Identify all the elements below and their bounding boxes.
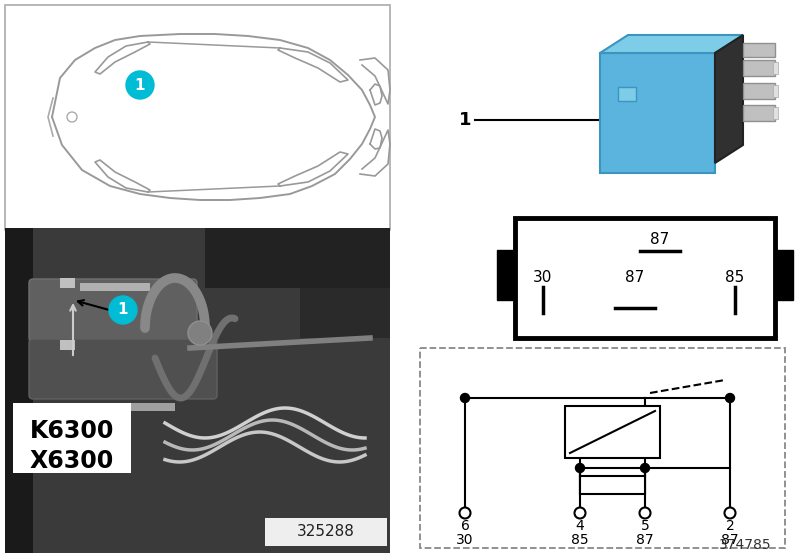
Bar — [743, 83, 775, 99]
Circle shape — [725, 507, 735, 519]
Text: 2: 2 — [726, 519, 734, 533]
Circle shape — [126, 71, 154, 99]
Bar — [515, 218, 775, 338]
Bar — [743, 105, 775, 121]
Circle shape — [461, 394, 470, 403]
Bar — [60, 340, 75, 350]
Bar — [618, 87, 636, 101]
Polygon shape — [715, 35, 743, 163]
Bar — [497, 250, 515, 300]
Bar — [5, 228, 33, 553]
Text: 87: 87 — [626, 269, 645, 284]
FancyBboxPatch shape — [29, 339, 217, 399]
Bar — [775, 250, 793, 300]
Text: 1: 1 — [134, 77, 146, 92]
Text: 374785: 374785 — [719, 538, 772, 552]
Circle shape — [459, 507, 470, 519]
Bar — [205, 228, 390, 288]
Bar — [5, 5, 390, 230]
Bar — [743, 60, 775, 76]
Bar — [420, 348, 785, 548]
Bar — [80, 283, 150, 291]
Bar — [400, 5, 790, 215]
Text: K6300: K6300 — [30, 419, 114, 443]
Text: 85: 85 — [726, 269, 745, 284]
Circle shape — [575, 464, 585, 473]
Bar — [773, 62, 778, 74]
Bar — [773, 85, 778, 97]
Bar — [773, 107, 778, 119]
Text: 6: 6 — [461, 519, 470, 533]
Text: 87: 87 — [721, 533, 739, 547]
Circle shape — [188, 321, 212, 345]
Bar — [580, 476, 645, 494]
Circle shape — [109, 296, 137, 324]
Text: 85: 85 — [571, 533, 589, 547]
Text: 1: 1 — [458, 111, 471, 129]
Circle shape — [574, 507, 586, 519]
Circle shape — [726, 394, 734, 403]
Circle shape — [639, 507, 650, 519]
Circle shape — [641, 464, 650, 473]
Text: 30: 30 — [534, 269, 553, 284]
Bar — [13, 403, 131, 473]
Bar — [60, 278, 75, 288]
Text: 4: 4 — [576, 519, 584, 533]
Text: 325288: 325288 — [297, 525, 355, 539]
Bar — [5, 228, 390, 553]
Bar — [600, 53, 715, 173]
Bar — [743, 43, 775, 57]
Bar — [565, 406, 660, 458]
Text: 30: 30 — [456, 533, 474, 547]
Text: 5: 5 — [641, 519, 650, 533]
Bar — [300, 228, 390, 338]
Text: 1: 1 — [118, 302, 128, 318]
Bar — [265, 518, 387, 546]
Bar — [65, 403, 175, 411]
Text: X6300: X6300 — [30, 449, 114, 473]
Text: 87: 87 — [650, 232, 670, 248]
Text: 87: 87 — [636, 533, 654, 547]
Polygon shape — [600, 35, 743, 53]
FancyBboxPatch shape — [29, 279, 197, 342]
